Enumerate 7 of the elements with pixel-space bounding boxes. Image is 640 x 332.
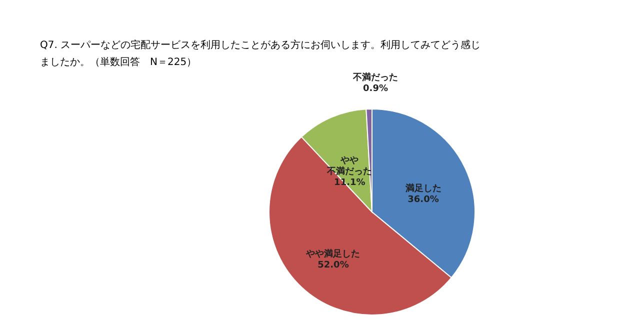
slice-label: やや満足した xyxy=(305,248,360,260)
slice-label: 満足した xyxy=(404,182,442,194)
data-label: 0.9% xyxy=(363,84,388,94)
data-label: 52.0% xyxy=(318,260,349,270)
chart-title: Q7. スーパーなどの宅配サービスを利用したことがある方にお伺いします。利用してみてどう感じましたか。（単数回答 N＝225） xyxy=(40,39,481,68)
slice-label: 不満だった xyxy=(352,72,398,84)
data-label: 36.0% xyxy=(408,194,439,205)
